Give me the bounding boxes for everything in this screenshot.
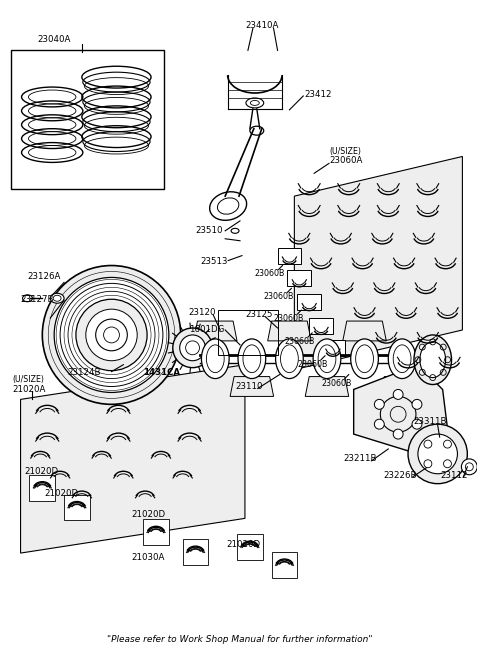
Text: 21020D: 21020D [24, 467, 59, 476]
Text: 23125: 23125 [245, 310, 273, 319]
Text: 23124B: 23124B [67, 367, 100, 377]
Circle shape [418, 434, 457, 474]
Text: 21020D: 21020D [131, 510, 166, 520]
Circle shape [42, 266, 180, 404]
Text: 23060B: 23060B [297, 359, 327, 369]
Text: 23060B: 23060B [255, 270, 285, 279]
Text: (U/SIZE): (U/SIZE) [12, 375, 45, 384]
Text: 1431CA: 1431CA [143, 367, 180, 377]
Text: 1601DG: 1601DG [189, 325, 224, 334]
Ellipse shape [420, 342, 445, 378]
Text: 23112: 23112 [441, 471, 468, 480]
Text: 23226B: 23226B [384, 471, 417, 480]
Text: 23060A: 23060A [329, 157, 362, 165]
Bar [297, 295, 321, 310]
Text: 23120: 23120 [189, 308, 216, 317]
Text: 23127B: 23127B [21, 295, 54, 304]
Text: 23060B: 23060B [285, 337, 315, 346]
Text: 23040A: 23040A [37, 35, 71, 43]
Text: 23412: 23412 [304, 90, 332, 99]
Ellipse shape [414, 335, 452, 384]
Bar [143, 520, 169, 545]
Circle shape [444, 440, 451, 448]
Ellipse shape [238, 339, 266, 379]
Bar [277, 248, 301, 264]
Polygon shape [380, 377, 424, 396]
Polygon shape [21, 365, 245, 553]
Text: "Please refer to Work Shop Manual for further information": "Please refer to Work Shop Manual for fu… [107, 635, 373, 644]
Circle shape [461, 459, 477, 475]
Ellipse shape [202, 339, 229, 379]
Bar [309, 318, 333, 334]
Ellipse shape [388, 339, 416, 379]
Text: 21020A: 21020A [12, 384, 46, 394]
Circle shape [393, 390, 403, 400]
Text: 23110: 23110 [235, 382, 263, 390]
Polygon shape [294, 157, 462, 369]
Text: 23513: 23513 [201, 256, 228, 266]
Polygon shape [343, 321, 386, 341]
Bar [288, 270, 311, 287]
Circle shape [412, 400, 422, 409]
Circle shape [412, 419, 422, 429]
Ellipse shape [276, 339, 303, 379]
Polygon shape [354, 365, 447, 454]
Circle shape [393, 429, 403, 439]
Text: 23311B: 23311B [413, 417, 446, 426]
Circle shape [76, 299, 147, 371]
Bar [272, 552, 297, 578]
Circle shape [444, 460, 451, 468]
Bar [321, 340, 345, 356]
Circle shape [173, 328, 212, 367]
Text: 23211B: 23211B [344, 454, 377, 463]
Ellipse shape [351, 339, 378, 379]
Bar [218, 310, 277, 355]
Text: 23060B: 23060B [274, 314, 304, 323]
Polygon shape [230, 377, 274, 396]
Circle shape [408, 424, 468, 483]
Circle shape [180, 335, 205, 361]
Ellipse shape [50, 293, 64, 303]
Circle shape [374, 400, 384, 409]
Circle shape [424, 440, 432, 448]
Text: 21020D: 21020D [44, 489, 78, 498]
Text: 21020D: 21020D [226, 540, 260, 549]
Polygon shape [305, 377, 349, 396]
Polygon shape [268, 321, 311, 341]
Bar [29, 475, 55, 501]
Bar [183, 539, 208, 565]
Circle shape [424, 460, 432, 468]
Text: 23060B: 23060B [264, 293, 294, 301]
Bar [64, 495, 90, 520]
Bar [11, 51, 164, 189]
Text: 23410A: 23410A [245, 20, 278, 30]
Text: (U/SIZE): (U/SIZE) [329, 146, 361, 155]
Text: 21030A: 21030A [131, 553, 165, 562]
Polygon shape [193, 321, 237, 341]
Text: 23060B: 23060B [321, 379, 351, 388]
Bar [237, 534, 263, 560]
Circle shape [86, 309, 137, 361]
Text: 23126A: 23126A [27, 272, 61, 281]
Text: 23510: 23510 [195, 226, 223, 235]
Circle shape [54, 277, 169, 392]
Circle shape [374, 419, 384, 429]
Ellipse shape [313, 339, 341, 379]
